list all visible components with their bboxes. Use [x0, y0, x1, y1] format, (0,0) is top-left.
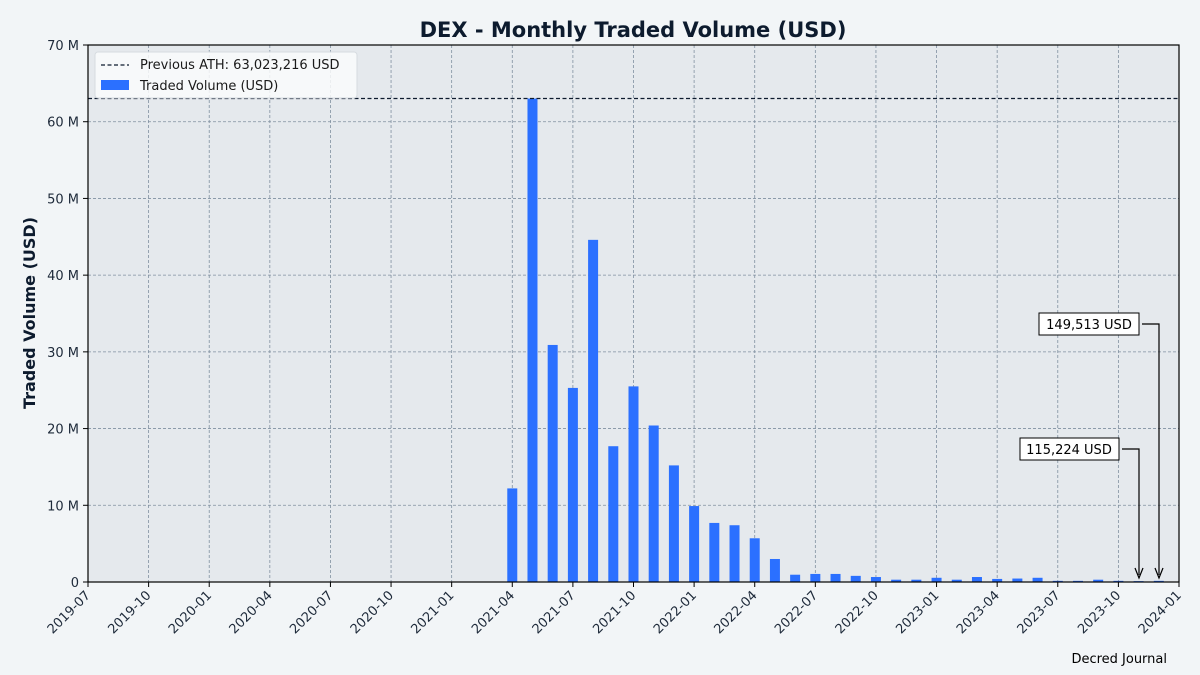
x-tick-label: 2023-01: [893, 588, 942, 637]
legend-item-volume: Traded Volume (USD): [139, 79, 278, 94]
annotation-149513: 149,513 USD: [1038, 312, 1164, 580]
bar-2022-07: [810, 573, 821, 582]
bar-2021-12: [668, 465, 679, 582]
x-tick-label: 2021-01: [408, 588, 457, 637]
bar-2021-04: [507, 488, 518, 582]
x-tick-label: 2021-04: [469, 588, 518, 637]
bar-2023-05: [1012, 578, 1023, 582]
chart-title: DEX - Monthly Traded Volume (USD): [420, 18, 847, 42]
bar-2022-09: [850, 575, 861, 582]
x-tick-label: 2020-04: [227, 588, 276, 637]
x-tick-label: 2020-07: [287, 588, 336, 637]
bar-2021-07: [567, 387, 578, 582]
x-tick-label: 2019-10: [105, 588, 154, 637]
legend-box: [94, 51, 358, 99]
x-tick-label: 2022-01: [651, 588, 700, 637]
y-tick-label: 30 M: [47, 346, 79, 361]
y-tick-label: 60 M: [47, 116, 79, 131]
y-axis: 0 10 M 20 M 30 M 40 M 50 M 60 M 70 M: [47, 39, 88, 591]
bar-2021-08: [588, 239, 599, 582]
legend-item-ath: Previous ATH: 63,023,216 USD: [140, 58, 340, 73]
bar-2021-05: [527, 98, 538, 582]
x-tick-label: 2022-07: [772, 588, 821, 637]
y-tick-label: 70 M: [47, 39, 79, 54]
x-axis: 2019-07 2019-10 2020-01 2020-04 2020-07 2020-…: [45, 582, 1185, 637]
bar-2022-10: [870, 577, 881, 582]
y-tick-label: 0: [71, 576, 79, 591]
y-tick-label: 20 M: [47, 423, 79, 438]
x-tick-label: 2023-04: [954, 588, 1003, 637]
bar-2023-01: [931, 577, 942, 582]
bar-2022-03: [729, 525, 740, 582]
x-tick-label: 2022-04: [712, 588, 761, 637]
arrow-head-icon: [1154, 567, 1164, 580]
bar-2023-02: [951, 579, 962, 582]
annotation-115224: 115,224 USD: [1019, 437, 1144, 580]
x-tick-label: 2023-07: [1015, 588, 1064, 637]
bar-2022-11: [891, 579, 902, 582]
y-tick-label: 40 M: [47, 269, 79, 284]
x-tick-label: 2020-10: [348, 588, 397, 637]
x-tick-label: 2020-01: [166, 588, 215, 637]
annotation-box: [1038, 312, 1140, 336]
bar-2022-12: [911, 579, 922, 582]
bar-2022-06: [790, 574, 801, 582]
x-tick-label: 2021-07: [530, 588, 579, 637]
annotation-arrow: [1122, 448, 1140, 575]
x-tick-label: 2024-01: [1136, 588, 1185, 637]
legend-bar-swatch-icon: [101, 80, 129, 90]
x-tick-label: 2021-10: [590, 588, 639, 637]
annotation-text: 149,513 USD: [1046, 318, 1132, 333]
y-tick-label: 10 M: [47, 499, 79, 514]
bar-2022-01: [689, 506, 700, 582]
y-axis-label: Traded Volume (USD): [20, 217, 39, 409]
annotation-box: [1019, 437, 1120, 461]
arrow-head-icon: [1134, 567, 1144, 580]
bar-2022-04: [749, 538, 760, 582]
bar-2022-08: [830, 573, 841, 582]
bar-2023-04: [992, 578, 1003, 582]
bar-2021-06: [547, 344, 558, 582]
x-tick-label: 2022-10: [833, 588, 882, 637]
bar-2022-05: [769, 558, 780, 582]
bar-2021-09: [608, 446, 619, 582]
bar-2021-10: [628, 386, 639, 582]
bar-2023-09: [1093, 579, 1104, 582]
annotation-arrow: [1142, 323, 1160, 575]
bar-2022-02: [709, 522, 720, 582]
y-tick-label: 50 M: [47, 192, 79, 207]
legend: Previous ATH: 63,023,216 USD Traded Volu…: [94, 51, 358, 99]
annotation-text: 115,224 USD: [1026, 443, 1112, 458]
bar-2023-06: [1032, 577, 1043, 582]
bar-2023-03: [971, 577, 982, 582]
x-tick-label: 2023-10: [1075, 588, 1124, 637]
credit-text: Decred Journal: [1071, 652, 1167, 667]
bar-2021-11: [648, 425, 659, 582]
x-tick-label: 2019-07: [45, 588, 94, 637]
